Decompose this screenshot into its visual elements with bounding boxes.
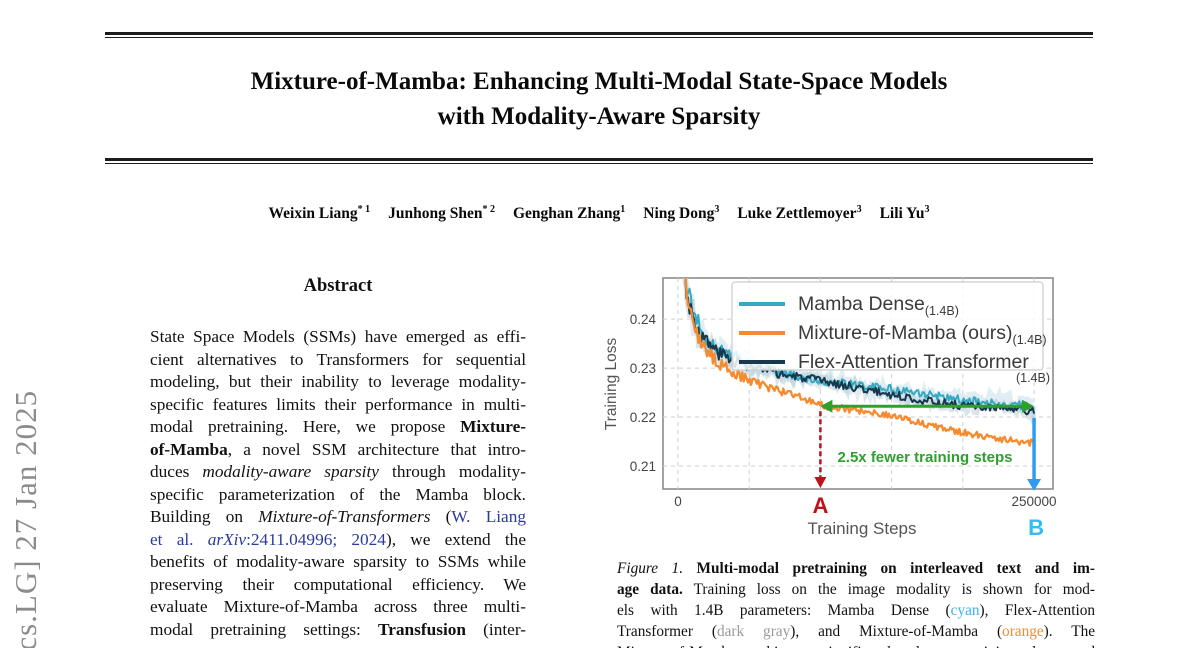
abstract-line: modal pretraining settings: Transfusion …: [150, 619, 526, 642]
x-tick-label: 0: [674, 494, 682, 509]
abstract-line: of-Mamba, a novel SSM architecture that …: [150, 439, 526, 462]
text-segment: of-Mamba: [150, 439, 228, 459]
y-tick-label: 0.22: [630, 410, 656, 425]
citation-link[interactable]: et al.: [150, 529, 208, 549]
abstract-line: duces modality-aware sparsity through mo…: [150, 461, 526, 484]
caption-line: Mixture-of-Mamba achieves significantly …: [617, 642, 1095, 648]
citation-link[interactable]: :2411.04996; 2024: [246, 529, 386, 549]
green-arrowhead-left: [820, 399, 833, 413]
marker-a-label: A: [812, 493, 828, 518]
abstract-heading: Abstract: [303, 276, 373, 296]
text-segment: Mixture-: [460, 417, 526, 436]
text-segment: Mixture-of-Transformers: [258, 507, 431, 526]
author: Genghan Zhang1: [513, 204, 626, 223]
text-segment: (inter-: [466, 619, 526, 639]
text-segment: Training loss on the image modality is s…: [682, 581, 1095, 598]
abstract-line: preserving their computational efficienc…: [150, 574, 526, 597]
text-segment: cient alternatives to Transformers for s…: [150, 349, 526, 369]
caption-line: age data. Training loss on the image mod…: [617, 579, 1095, 600]
title-line-2: with Modality-Aware Sparsity: [437, 103, 761, 130]
citation-link[interactable]: arXiv: [207, 529, 247, 549]
text-segment: [683, 560, 697, 577]
title-line-1: Mixture-of-Mamba: Enhancing Multi-Modal …: [250, 68, 948, 95]
y-tick-label: 0.21: [630, 459, 656, 474]
blue-arrowhead: [1027, 479, 1042, 491]
abstract-line: cient alternatives to Transformers for s…: [150, 349, 526, 372]
text-segment: specific parameterization of the Mamba b…: [150, 484, 526, 504]
red-arrowhead: [814, 477, 827, 488]
citation-link[interactable]: W. Liang: [451, 507, 526, 526]
page-title: Mixture-of-Mamba: Enhancing Multi-Modal …: [105, 64, 1093, 134]
abstract-line: specific features limits their performan…: [150, 394, 526, 417]
abstract-body: State Space Models (SSMs) have emerged a…: [150, 326, 526, 641]
text-segment: benefits of modality-aware sparsity to S…: [150, 552, 526, 571]
title-rule-top: [105, 32, 1093, 38]
legend-entry-label: Mixture-of-Mamba (ours)(1.4B): [798, 322, 1047, 347]
author: Luke Zettlemoyer3: [737, 204, 862, 223]
arxiv-watermark: [cs.LG] 27 Jan 2025: [8, 389, 43, 648]
text-segment: ), we extend the: [385, 529, 526, 549]
author: Lili Yu3: [879, 204, 930, 223]
text-segment: ), Flex-Attention: [979, 602, 1095, 619]
text-segment: els with 1.4B parameters: Mamba Dense (: [617, 602, 951, 619]
title-rule-bottom: [105, 158, 1093, 164]
abstract-line: et al. arXiv:2411.04996; 2024), we exten…: [150, 529, 526, 552]
green-arrow-label: 2.5x fewer training steps: [837, 449, 1012, 466]
x-axis-title: Training Steps: [808, 519, 917, 538]
text-segment: Figure 1.: [617, 560, 684, 577]
abstract-line: specific parameterization of the Mamba b…: [150, 484, 526, 507]
y-axis-title: Training Loss: [603, 338, 620, 431]
text-segment: Mixture-of-Mamba achieves significantly …: [617, 644, 1095, 648]
text-segment: Building on: [150, 507, 259, 526]
author: Ning Dong3: [643, 204, 720, 223]
text-segment: preserving their computational efficienc…: [150, 574, 526, 594]
abstract-line: modeling, but their inability to leverag…: [150, 371, 526, 394]
text-segment: Multi-modal pretraining on interleaved t…: [696, 560, 1095, 577]
text-segment: Transfusion: [377, 619, 467, 639]
y-tick-label: 0.23: [630, 361, 656, 376]
author: Junhong Shen* 2: [388, 204, 495, 223]
green-arrowhead-right: [1022, 399, 1035, 413]
text-segment: modality-aware sparsity: [202, 462, 379, 481]
series-line-1: [684, 278, 1036, 447]
text-segment: orange: [1002, 623, 1044, 640]
text-segment: , a novel SSM architecture that intro-: [227, 439, 526, 459]
author-list: Weixin Liang* 1 Junhong Shen* 2 Genghan Zh…: [105, 204, 1093, 223]
text-segment: evaluate Mixture-of-Mamba across three m…: [150, 597, 526, 616]
legend-entry-label: Flex-Attention Transformer: [798, 351, 1029, 373]
text-segment: cyan: [950, 602, 980, 619]
text-segment: modeling, but their inability to leverag…: [150, 372, 526, 391]
caption-line: Transformer (dark gray), and Mixture-of-…: [617, 621, 1095, 642]
text-segment: (: [430, 507, 452, 526]
text-segment: ), and Mixture-of-Mamba (: [790, 623, 1003, 640]
abstract-line: Building on Mixture-of-Transformers (W. …: [150, 506, 526, 529]
text-segment: dark gray: [716, 623, 791, 640]
abstract-line: evaluate Mixture-of-Mamba across three m…: [150, 596, 526, 619]
text-segment: age data.: [617, 581, 683, 598]
abstract-line: benefits of modality-aware sparsity to S…: [150, 551, 526, 574]
x-tick-label: 250000: [1012, 494, 1057, 509]
abstract-line: modal pretraining. Here, we propose Mixt…: [150, 416, 526, 439]
text-segment: Transformer (: [617, 623, 717, 640]
author: Weixin Liang* 1: [268, 204, 371, 223]
text-segment: modal pretraining. Here, we propose: [150, 417, 461, 436]
text-segment: ). The: [1043, 623, 1095, 640]
caption-line: els with 1.4B parameters: Mamba Dense (c…: [617, 600, 1095, 621]
text-segment: duces: [150, 462, 203, 481]
y-tick-label: 0.24: [630, 312, 657, 327]
legend-entry-subscript: (1.4B): [1016, 371, 1050, 385]
text-segment: State Space Models (SSMs) have emerged a…: [150, 327, 526, 346]
text-segment: through modality-: [378, 462, 526, 481]
marker-b-label: B: [1028, 515, 1044, 540]
abstract-line: State Space Models (SSMs) have emerged a…: [150, 326, 526, 349]
caption-line: Figure 1. Multi-modal pretraining on int…: [617, 558, 1095, 579]
legend-box: [731, 281, 1044, 371]
text-segment: specific features limits their performan…: [150, 394, 526, 414]
figure1-caption: Figure 1. Multi-modal pretraining on int…: [617, 558, 1095, 648]
text-segment: modal pretraining settings:: [150, 619, 378, 639]
